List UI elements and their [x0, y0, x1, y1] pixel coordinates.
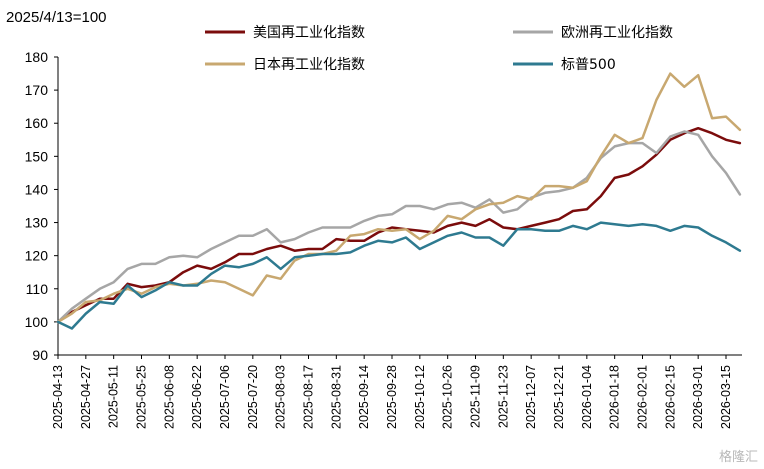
x-tick-label: 2026-01-04: [580, 365, 594, 429]
y-tick-label: 120: [25, 248, 49, 264]
x-tick-label: 2026-02-15: [663, 365, 677, 429]
y-tick-label: 140: [25, 181, 49, 197]
watermark: 格隆汇: [718, 450, 758, 465]
y-tick-label: 100: [25, 314, 49, 330]
x-tick-label: 2025-06-08: [162, 365, 176, 429]
series-line-2: [56, 130, 742, 324]
y-tick-label: 170: [25, 82, 49, 98]
y-tick-label: 130: [25, 215, 49, 231]
legend-label-1: 美国再工业化指数: [253, 25, 365, 41]
x-tick-label: 2026-01-18: [608, 365, 622, 429]
y-tick-label: 90: [32, 347, 48, 363]
x-tick-label: 2026-02-01: [636, 365, 650, 429]
legend-label-2: 欧洲再工业化指数: [561, 25, 673, 41]
x-tick-label: 2025-05-11: [107, 365, 121, 428]
x-tick-label: 2025-08-31: [329, 365, 343, 429]
series-line-3: [56, 72, 742, 324]
x-tick-label: 2026-03-15: [719, 365, 733, 429]
x-tick-label: 2025-07-20: [246, 365, 260, 429]
legend-label-3: 日本再工业化指数: [253, 57, 365, 73]
x-tick-label: 2025-10-12: [413, 365, 427, 429]
x-tick-label: 2025-08-17: [302, 365, 316, 429]
y-tick-label: 110: [26, 281, 49, 297]
x-tick-label: 2025-12-07: [524, 365, 538, 429]
x-tick-label: 2025-12-21: [552, 365, 566, 429]
x-tick-label: 2026-03-01: [691, 365, 705, 429]
y-tick-label: 150: [25, 148, 49, 164]
x-tick-label: 2025-10-26: [441, 365, 455, 429]
x-tick-label: 2025-09-28: [385, 365, 399, 429]
y-tick-label: 160: [25, 115, 49, 131]
x-tick-label: 2025-04-27: [79, 365, 93, 429]
series-line-1: [56, 126, 742, 324]
unit-label: 2025/4/13=100: [6, 9, 107, 26]
y-tick-label: 180: [25, 49, 49, 65]
legend-label-4: 标普500: [561, 57, 616, 73]
x-tick-label: 2025-06-22: [190, 365, 204, 429]
x-tick-label: 2025-09-14: [357, 365, 371, 429]
x-tick-label: 2025-07-06: [218, 365, 232, 429]
x-tick-label: 2025-11-09: [469, 365, 483, 428]
x-tick-label: 2025-11-23: [496, 365, 510, 428]
x-tick-label: 2025-05-25: [135, 365, 149, 429]
series-line-4: [56, 221, 742, 330]
x-tick-label: 2025-04-13: [51, 365, 65, 429]
x-tick-label: 2025-08-03: [274, 365, 288, 429]
